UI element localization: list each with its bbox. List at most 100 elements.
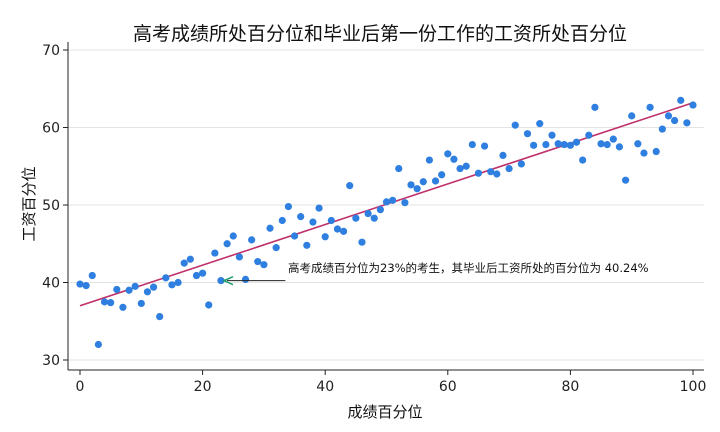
data-point-26	[235, 253, 243, 261]
axes: 30 40 50 60 70 0 20 40 60 80 100	[42, 42, 706, 395]
data-point-63	[462, 162, 470, 170]
data-point-3	[94, 340, 102, 349]
data-point-60	[444, 150, 452, 158]
x-tick-label-80: 80	[561, 379, 579, 395]
data-point-78	[554, 140, 562, 148]
x-tick-label-40: 40	[316, 379, 334, 395]
data-point-17	[180, 259, 188, 267]
data-point-34	[284, 202, 293, 211]
annotation-arrow-head	[222, 275, 234, 286]
data-point-40	[321, 233, 329, 241]
data-point-100	[689, 101, 697, 109]
x-tick-label-20: 20	[194, 379, 212, 395]
data-point-88	[615, 143, 624, 151]
data-point-14	[162, 274, 170, 282]
data-point-86	[603, 140, 611, 149]
data-point-85	[597, 140, 605, 148]
data-point-99	[683, 119, 691, 127]
data-point-16	[174, 278, 182, 287]
data-point-53	[401, 199, 409, 207]
data-point-76	[542, 140, 550, 149]
data-point-36	[297, 213, 305, 221]
data-point-70	[505, 164, 513, 173]
data-point-91	[634, 140, 642, 148]
data-point-64	[468, 140, 476, 149]
y-axis-label: 工资百分位	[20, 166, 38, 241]
data-point-83	[585, 131, 593, 139]
data-point-29	[254, 257, 262, 266]
data-point-90	[628, 112, 636, 120]
data-point-66	[480, 142, 489, 150]
data-point-28	[248, 236, 256, 244]
data-point-33	[278, 216, 286, 225]
data-point-73	[523, 130, 532, 138]
data-point-54	[407, 181, 415, 189]
data-point-62	[456, 164, 464, 173]
data-point-71	[511, 121, 519, 129]
data-point-42	[333, 225, 342, 233]
y-tick-label-30: 30	[42, 353, 60, 369]
data-point-47	[364, 209, 372, 218]
data-point-52	[395, 164, 403, 173]
data-point-41	[327, 216, 335, 225]
data-point-8	[125, 286, 133, 294]
data-point-10	[137, 299, 145, 308]
data-point-37	[303, 241, 311, 249]
data-point-13	[156, 313, 164, 321]
data-point-24	[223, 240, 231, 248]
data-point-20	[199, 269, 207, 277]
data-point-68	[493, 170, 501, 178]
data-point-12	[149, 283, 158, 291]
data-point-79	[560, 140, 568, 149]
data-point-94	[652, 147, 660, 156]
data-point-5	[107, 299, 115, 307]
data-point-93	[646, 103, 654, 111]
data-point-23	[217, 277, 225, 285]
data-point-65	[474, 169, 483, 177]
data-point-75	[536, 120, 544, 128]
data-point-55	[413, 185, 421, 193]
y-tick-label-50: 50	[42, 198, 60, 214]
data-point-9	[131, 282, 139, 290]
data-point-81	[572, 138, 581, 146]
data-point-59	[438, 171, 446, 179]
data-point-80	[566, 141, 575, 149]
data-point-84	[591, 103, 599, 111]
data-point-15	[168, 281, 176, 289]
data-point-82	[579, 156, 587, 164]
data-point-96	[664, 112, 673, 120]
data-point-69	[499, 151, 507, 159]
data-point-38	[309, 218, 317, 226]
data-point-32	[272, 244, 280, 252]
data-point-2	[88, 271, 96, 280]
data-point-51	[389, 196, 397, 204]
data-point-58	[431, 177, 440, 185]
data-point-77	[548, 131, 556, 139]
data-point-50	[382, 198, 391, 206]
data-point-18	[186, 255, 194, 263]
data-point-35	[290, 232, 299, 240]
data-point-57	[425, 156, 434, 164]
data-point-4	[100, 298, 109, 306]
data-points	[76, 96, 697, 349]
data-point-30	[260, 261, 268, 269]
x-axis-label: 成绩百分位	[347, 403, 422, 421]
data-point-1	[82, 282, 90, 290]
y-tick-label-70: 70	[42, 43, 60, 59]
data-point-61	[450, 155, 458, 163]
data-point-21	[205, 301, 213, 309]
data-point-56	[419, 178, 427, 186]
data-point-46	[358, 238, 366, 246]
data-point-43	[339, 227, 348, 235]
data-point-74	[530, 141, 538, 149]
data-point-98	[677, 96, 685, 104]
data-point-25	[229, 232, 237, 240]
data-point-0	[76, 280, 84, 288]
data-point-72	[517, 160, 525, 168]
data-point-6	[113, 285, 121, 294]
data-point-48	[370, 214, 378, 222]
data-point-31	[266, 224, 274, 232]
data-point-95	[658, 125, 666, 133]
data-point-7	[119, 303, 127, 311]
